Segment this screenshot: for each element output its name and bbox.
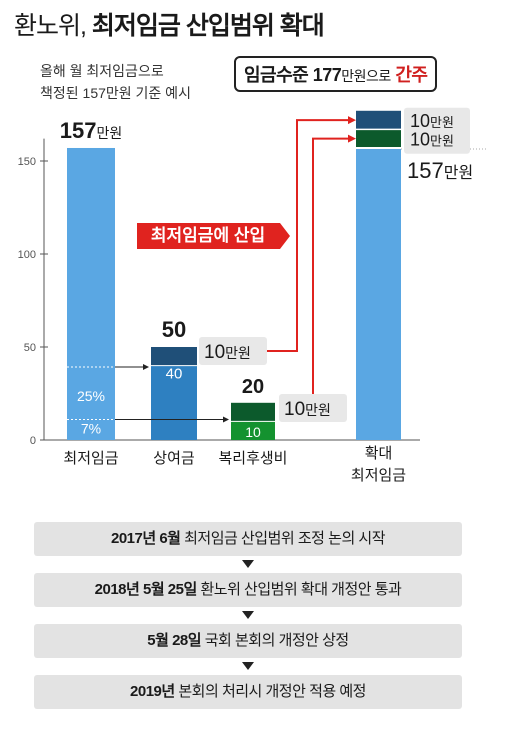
bar-expanded-welfare-10 [356,129,401,148]
subtitle-line-2: 책정된 157만원 기준 예시 [40,85,191,101]
title-prefix: 환노위, [14,12,87,40]
bar-percent-label-7: 7% [81,420,101,436]
timeline-item: 5월 28일 국회 본회의 개정안 상정 [34,624,462,658]
timeline-text: 환노위 산입범위 확대 개정안 통과 [196,581,402,598]
y-tick-label: 0 [30,435,36,447]
timeline-arrow-icon [242,611,254,619]
headline-part-3: 간주 [395,65,428,85]
headline-box: 임금수준 177만원으로 간주 [234,56,438,92]
subtitle-line-1: 올해 월 최저임금으로 [40,63,164,79]
headline-part-1: 임금수준 177 [244,65,342,85]
guide-arrow-head [143,363,149,370]
y-tick-label: 50 [24,342,36,354]
timeline-item: 2019년 본회의 처리시 개정안 적용 예정 [34,675,462,709]
red-arrow-head-welfare [348,134,356,143]
bar-expanded-bonus-10 [356,110,401,130]
y-tick-label: 150 [18,156,36,168]
timeline-date: 2017년 6월 [110,530,181,547]
subtitle: 올해 월 최저임금으로 책정된 157만원 기준 예시 [40,60,191,104]
x-label-welfare: 복리후생비 [218,450,287,467]
inclusion-label-bonus: 10만원 [204,342,251,363]
headline-part-2: 만원으로 [341,68,391,84]
page-title: 환노위, 최저임금 산입범위 확대 [14,6,325,42]
bar-min-wage [67,147,115,441]
inclusion-label-bg-bonus [199,337,267,365]
bar-bonus-10 [151,347,197,366]
bar-welfare-segment-label: 10 [245,424,261,440]
timeline: 2017년 6월 최저임금 산입범위 조정 논의 시작 2018년 5월 25일 … [34,522,462,709]
bar-total-welfare: 20 [242,376,264,398]
timeline-date: 5월 28일 [147,632,202,649]
x-label-expanded-line1: 확대 [365,445,393,462]
red-arrow-head-bonus [348,116,356,125]
timeline-arrow-icon [242,662,254,670]
timeline-date: 2018년 5월 25일 [94,581,198,598]
guide-arrow-head [223,416,229,423]
bar-total-bonus: 50 [162,317,186,342]
timeline-date: 2019년 [130,683,175,700]
x-label-expanded-line2: 최저임금 [351,467,406,484]
bar-bonus-segment-label: 40 [166,366,183,383]
title-main: 최저임금 산입범위 확대 [91,12,325,40]
x-label-bonus: 상여금 [153,450,195,467]
bar-expanded-157 [356,147,401,441]
bar-welfare-10-lower [231,421,275,440]
inclusion-label-bg-welfare [279,394,347,422]
inclusion-label-welfare: 10만원 [284,399,331,420]
bar-total-min-wage: 157만원 [60,118,122,143]
bar-expanded-label-lower: 10만원 [410,130,454,150]
callout-box-rect [137,223,281,249]
x-label-min-wage: 최저임금 [63,450,118,467]
callout-label: 최저임금에 산입 [151,225,265,245]
timeline-text: 국회 본회의 개정안 상정 [201,632,350,649]
timeline-text: 본회의 처리시 개정안 적용 예정 [174,683,366,700]
timeline-item: 2018년 5월 25일 환노위 산입범위 확대 개정안 통과 [34,573,462,607]
bar-welfare-10-upper [231,402,275,422]
y-tick-label: 100 [18,249,36,261]
bar-expanded-label-bg [404,107,470,154]
bar-expanded-label-upper: 10만원 [410,111,454,131]
timeline-arrow-icon [242,560,254,568]
timeline-text: 최저임금 산입범위 조정 논의 시작 [180,530,386,547]
timeline-item: 2017년 6월 최저임금 산입범위 조정 논의 시작 [34,522,462,556]
red-connector-welfare [312,137,348,394]
red-connector-bonus [267,119,348,352]
bar-percent-label-25: 25% [77,388,105,404]
bar-expanded-label-base: 157만원 [407,158,473,183]
bar-bonus-40 [151,365,197,440]
